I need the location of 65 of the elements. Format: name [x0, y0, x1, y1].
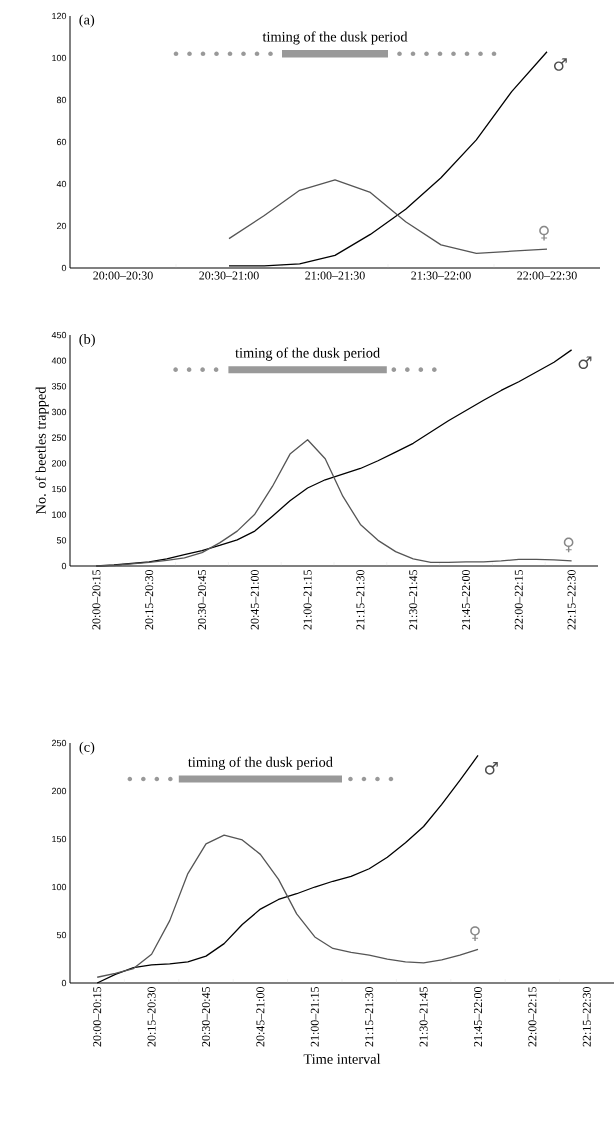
x-tick-label: 21:00–21:15 — [303, 569, 312, 630]
x-tick-label: 21:15–21:30 — [356, 569, 365, 630]
y-tick-label: 100 — [51, 883, 66, 891]
y-tick-label: 50 — [56, 931, 66, 939]
line-series — [96, 834, 479, 978]
x-tick-label: 22:15–22:30 — [567, 569, 576, 630]
y-tick-label: 120 — [51, 12, 66, 20]
x-tick-label: 21:00–21:15 — [310, 986, 319, 1047]
y-axis-title: No. of beetles trapped — [35, 386, 49, 515]
line-series — [228, 179, 548, 254]
y-tick-label: 40 — [56, 180, 66, 188]
x-axis-title: Time interval — [303, 1053, 381, 1064]
x-tick-label: 21:45–22:00 — [461, 569, 470, 630]
series-label: ♂ — [578, 356, 592, 370]
y-tick-label: 150 — [51, 485, 66, 493]
y-tick-label: 250 — [51, 434, 66, 441]
x-tick-label: 20:30–20:45 — [197, 569, 206, 630]
x-tick-label: 20:00–20:15 — [92, 986, 102, 1047]
x-tick-label: 21:30–21:45 — [408, 569, 418, 630]
x-tick-label: 22:00–22:30 — [517, 271, 577, 280]
y-tick-label: 150 — [51, 835, 66, 843]
y-tick-label: 20 — [56, 222, 66, 230]
x-tick-label: 21:45–22:00 — [473, 986, 482, 1047]
x-tick-label: 22:00–22:15 — [528, 986, 537, 1047]
x-tick-label: 22:15–22:30 — [582, 986, 591, 1047]
annotation: timing of the dusk period — [187, 756, 333, 770]
line-series — [95, 439, 573, 567]
y-tick-label: 0 — [61, 264, 66, 272]
x-tick-label: 20:15–20:30 — [144, 569, 154, 630]
y-tick-label: 80 — [56, 96, 66, 104]
y-tick-label: 250 — [51, 739, 66, 747]
x-tick-label: 20:15–20:30 — [147, 986, 156, 1047]
y-tick-label: 400 — [51, 357, 66, 364]
annotation: (b) — [79, 333, 95, 347]
x-tick-label: 20:45–21:00 — [256, 986, 265, 1047]
x-tick-label: 20:30–21:00 — [199, 271, 259, 280]
x-tick-label: 20:45–21:00 — [250, 569, 259, 630]
annotation: (c) — [79, 741, 94, 755]
series-label: ♀ — [469, 926, 480, 941]
y-tick-label: 50 — [56, 537, 66, 544]
series-label: ♀ — [538, 225, 549, 241]
x-tick-label: 20:00–20:30 — [93, 271, 153, 280]
x-tick-label: 21:15–21:30 — [364, 986, 374, 1047]
annotation: timing of the dusk period — [262, 31, 408, 45]
x-tick-label: 22:00–22:15 — [514, 569, 523, 630]
x-tick-label: 20:00–20:15 — [92, 569, 101, 630]
x-tick-label: 21:30–22:00 — [411, 271, 471, 280]
y-tick-label: 350 — [51, 383, 66, 390]
y-tick-label: 200 — [51, 787, 66, 795]
annotation: (a) — [79, 14, 94, 28]
series-label: ♂ — [553, 58, 567, 71]
series-label: ♀ — [563, 537, 574, 553]
y-tick-label: 100 — [51, 54, 66, 62]
y-tick-label: 100 — [51, 511, 66, 518]
annotation: timing of the dusk period — [234, 347, 380, 361]
y-tick-label: 0 — [61, 562, 66, 570]
y-tick-label: 450 — [51, 331, 66, 339]
y-tick-label: 0 — [61, 979, 66, 987]
y-tick-label: 60 — [56, 138, 66, 146]
y-tick-label: 200 — [51, 460, 66, 467]
x-tick-label: 21:30–21:45 — [419, 986, 428, 1047]
x-tick-label: 20:30–20:45 — [201, 986, 210, 1047]
y-tick-label: 300 — [51, 408, 66, 416]
series-label: ♂ — [484, 762, 498, 775]
x-tick-label: 21:00–21:30 — [305, 271, 365, 280]
